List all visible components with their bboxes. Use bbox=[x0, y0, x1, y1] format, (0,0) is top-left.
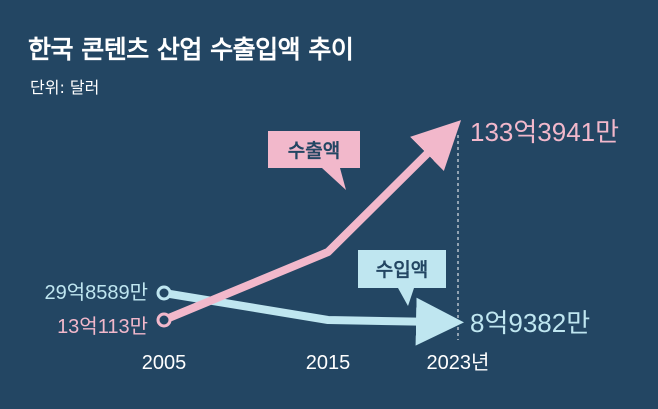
x-tick-label-2005: 2005 bbox=[142, 352, 187, 374]
callout-export: 수출액 bbox=[268, 131, 360, 190]
callout-import-label: 수입액 bbox=[376, 259, 428, 281]
label-import-end: 8억9382만 bbox=[470, 308, 590, 338]
unit-label: 단위: 달러 bbox=[30, 78, 100, 97]
series-line-export bbox=[162, 120, 462, 324]
x-tick-label-2023: 2023년 bbox=[427, 351, 490, 374]
point-import-2005 bbox=[156, 285, 172, 301]
label-import-start: 29억8589만 bbox=[44, 281, 148, 304]
x-tick-label-2015: 2015 bbox=[306, 352, 351, 374]
chart-title: 한국 콘텐츠 산업 수출입액 추이 bbox=[28, 35, 354, 64]
callout-import: 수입액 bbox=[358, 250, 446, 306]
series-line-import bbox=[163, 289, 464, 346]
callout-export-label: 수출액 bbox=[288, 140, 340, 162]
label-export-end: 133억3941만 bbox=[470, 117, 619, 147]
label-export-start: 13억113만 bbox=[57, 315, 148, 338]
point-export-2005 bbox=[156, 312, 172, 328]
